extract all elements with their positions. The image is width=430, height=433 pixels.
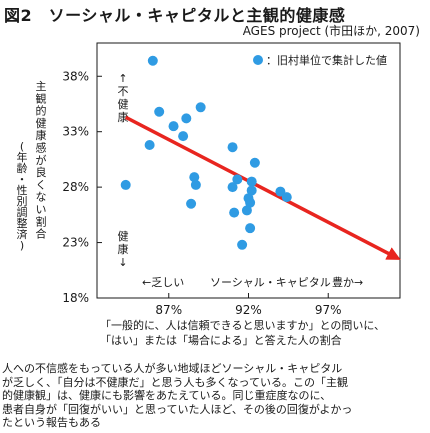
caption-line: 的健康観」は、健康にも影響をあたえている。同じ重症度なのに、: [2, 389, 332, 402]
data-point: [186, 198, 197, 209]
x-annotation-label: ソーシャル・キャピタル: [210, 276, 331, 289]
trend-line: [124, 115, 401, 260]
data-point: [147, 55, 158, 66]
data-point: [227, 182, 238, 193]
y-tick-label: 18%: [62, 291, 89, 305]
scatter-chart: 18% 23% 28% 33% 38% 87% 92% 97% 主観的健康感が良くない割合 (年齢…: [17, 42, 401, 347]
legend-marker: [253, 55, 263, 65]
caption-line: が乏しく、「自分は不健康だ」と思う人も多くなっている。この「主観: [2, 375, 348, 389]
y-tick-label: 33%: [62, 125, 89, 139]
caption-line: 人への不信感をもっている人が多い地域ほどソーシャル・キャピタル: [2, 362, 343, 375]
data-point: [227, 142, 238, 153]
data-point: [154, 106, 165, 117]
y-tick-label: 28%: [62, 180, 89, 194]
data-point: [189, 172, 200, 183]
x-axis-label: 「一般的に、人は信頼できると思いますか」との問いに、: [100, 318, 385, 332]
x-tick-label: 87%: [155, 303, 182, 317]
x-annotation-scarce: ←乏しい: [142, 276, 184, 289]
x-annotation-rich: 豊か→: [332, 276, 363, 289]
data-point: [229, 207, 240, 218]
data-point: [246, 185, 257, 196]
data-point: [190, 179, 201, 190]
data-point: [245, 223, 256, 234]
x-tick-label: 92%: [235, 303, 262, 317]
data-point: [181, 113, 192, 124]
caption-line: 患者自身が「回復がいい」と思っていた人ほど、その後の回復がよかっ: [2, 402, 353, 416]
data-point: [281, 192, 292, 203]
caption-line: たという報告もある: [2, 416, 101, 429]
y-axis-label: 主観的健康感が良くない割合: [36, 80, 47, 241]
data-point: [168, 121, 179, 132]
y-tick-label: 38%: [62, 69, 89, 83]
x-axis-label: 「はい」または「場合による」と答えた人の割合: [100, 333, 342, 347]
data-point: [120, 179, 131, 190]
data-point: [232, 174, 243, 185]
data-point: [144, 140, 155, 150]
legend-label: ：旧村単位で集計した値: [266, 53, 387, 67]
y-annotation-unhealthy: ↑不健康: [118, 72, 129, 124]
y-tick-label: 23%: [62, 236, 89, 250]
data-point: [241, 205, 252, 216]
data-point: [237, 239, 248, 250]
data-point: [245, 197, 256, 208]
data-point: [195, 102, 206, 113]
y-annotation-healthy: 健康↓: [118, 230, 129, 269]
x-tick-label: 97%: [315, 303, 342, 317]
y-axis-label-note: (年齢・性別調整済): [17, 140, 28, 252]
data-point: [249, 157, 260, 168]
figure-source: AGES project (市田ほか, 2007): [242, 24, 420, 38]
plot-frame: [96, 42, 401, 299]
figure-title: 図2 ソーシャル・キャピタルと主観的健康感: [4, 6, 346, 25]
data-point: [178, 131, 189, 142]
data-point: [246, 176, 257, 187]
caption: 人への不信感をもっている人が多い地域ほどソーシャル・キャピタル が乏しく、「自分…: [2, 362, 428, 430]
